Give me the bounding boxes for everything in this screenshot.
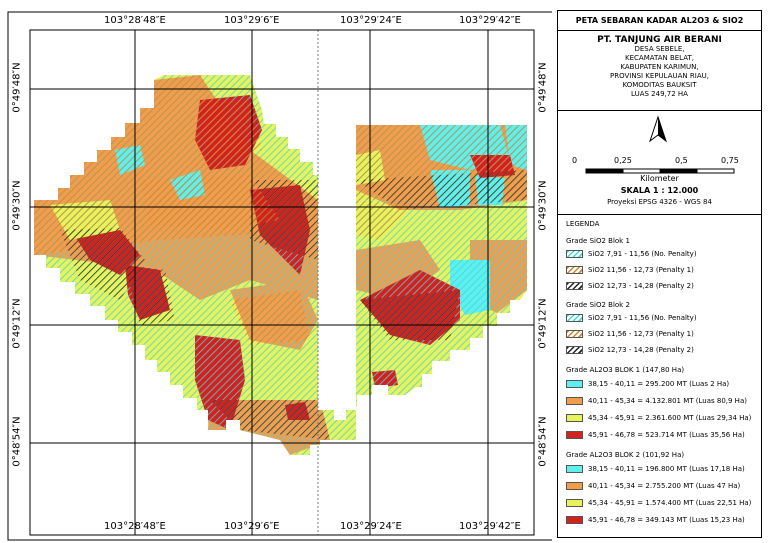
map-frame: 103°28′48″E 103°29′6″E 103°29′24″E 103°2…	[0, 0, 552, 543]
legend-item: 45,91 - 46,78 = 523.714 MT (Luas 35,56 H…	[566, 431, 745, 439]
legend-item: 40,11 - 45,34 = 2.755.200 MT (Luas 47 Ha…	[566, 482, 740, 490]
scale-tick-3: 0,75	[721, 156, 739, 165]
title-line-2: KECAMATAN BELAT,	[625, 54, 694, 62]
title-line-3: KABUPATEN KARIMUN,	[620, 63, 699, 71]
legend-item: 38,15 - 40,11 = 196.800 MT (Luas 17,18 H…	[566, 465, 745, 473]
scale-tick-0: 0	[572, 156, 578, 165]
legend-group-heading: Grade SiO2 Blok 1	[566, 237, 630, 245]
coord-left-3: 0°49′12″N	[11, 298, 23, 349]
scale-tick-2: 0,5	[675, 156, 688, 165]
legend-item: SiO2 12,73 - 14,28 (Penalty 2)	[566, 346, 694, 354]
coord-top-2: 103°29′6″E	[224, 15, 280, 26]
coord-left-4: 0°48′54″N	[11, 416, 23, 467]
coord-top-3: 103°29′24″E	[340, 15, 402, 26]
legend-item: SiO2 7,91 - 11,56 (No. Penalty)	[566, 250, 697, 258]
legend-item: SiO2 11,56 - 12,73 (Penalty 1)	[566, 330, 694, 338]
coord-right-2: 0°49′30″N	[537, 180, 549, 231]
scale-tick-1: 0,25	[614, 156, 632, 165]
legend-item: SiO2 7,91 - 11,56 (No. Penalty)	[566, 314, 697, 322]
title-line-1: DESA SEBELE,	[634, 45, 685, 53]
coord-right-4: 0°48′54″N	[537, 416, 549, 467]
coord-bottom-4: 103°29′42″E	[459, 521, 521, 532]
legend-item: 45,34 - 45,91 = 1.574.400 MT (Luas 22,51…	[566, 499, 751, 507]
legend-item: SiO2 12,73 - 14,28 (Penalty 2)	[566, 282, 694, 290]
legend: LEGENDA Grade SiO2 Blok 1 SiO2 7,91 - 11…	[558, 215, 761, 537]
map-title: PETA SEBARAN KADAR AL2O3 & SIO2	[558, 11, 761, 31]
legend-group-heading: Grade AL2O3 BLOK 2 (101,92 Ha)	[566, 451, 685, 459]
scale-ratio: SKALA 1 : 12.000	[620, 186, 699, 195]
title-line-6: LUAS 249,72 HA	[631, 90, 688, 98]
legend-item: 38,15 - 40,11 = 295.200 MT (Luas 2 Ha)	[566, 380, 729, 388]
legend-group-heading: Grade AL2O3 BLOK 1 (147,80 Ha)	[566, 366, 685, 374]
coord-top-4: 103°29′42″E	[459, 15, 521, 26]
legend-item: 40,11 - 45,34 = 4.132.801 MT (Luas 80,9 …	[566, 397, 747, 405]
company-name: PT. TANJUNG AIR BERANI	[597, 35, 722, 45]
legend-item: SiO2 11,56 - 12,73 (Penalty 1)	[566, 266, 694, 274]
scale-unit: Kilometer	[640, 174, 679, 183]
title-block: PT. TANJUNG AIR BERANI DESA SEBELE, KECA…	[558, 31, 761, 111]
legend-item: 45,91 - 46,78 = 349.143 MT (Luas 15,23 H…	[566, 516, 745, 524]
coord-bottom-2: 103°29′6″E	[224, 521, 280, 532]
graticule	[29, 29, 535, 536]
gap-between-blocks	[318, 175, 356, 410]
legend-group-heading: Grade SiO2 Blok 2	[566, 301, 630, 309]
coord-right-1: 0°49′48″N	[537, 62, 549, 113]
scale-block: 0 0,25 0,5 0,75 Kilometer SKALA 1 : 12.0…	[558, 111, 761, 215]
coord-left-2: 0°49′30″N	[11, 180, 23, 231]
legend-item: 45,34 - 45,91 = 2.361.600 MT (Luas 29,34…	[566, 414, 751, 422]
projection: Proyeksi EPSG 4326 - WGS 84	[607, 198, 712, 206]
coord-right-3: 0°49′12″N	[537, 298, 549, 349]
north-arrow-icon	[649, 115, 667, 143]
coord-left-1: 0°49′48″N	[11, 62, 23, 113]
coord-bottom-3: 103°29′24″E	[340, 521, 402, 532]
legend-title: LEGENDA	[566, 220, 600, 228]
map-info-panel: PETA SEBARAN KADAR AL2O3 & SIO2 PT. TANJ…	[557, 10, 762, 538]
map-canvas[interactable]	[0, 0, 552, 543]
coord-bottom-1: 103°28′48″E	[104, 521, 166, 532]
title-line-4: PROVINSI KEPULAUAN RIAU,	[610, 72, 709, 80]
coord-top-1: 103°28′48″E	[104, 15, 166, 26]
title-line-5: KOMODITAS BAUKSIT	[622, 81, 697, 89]
